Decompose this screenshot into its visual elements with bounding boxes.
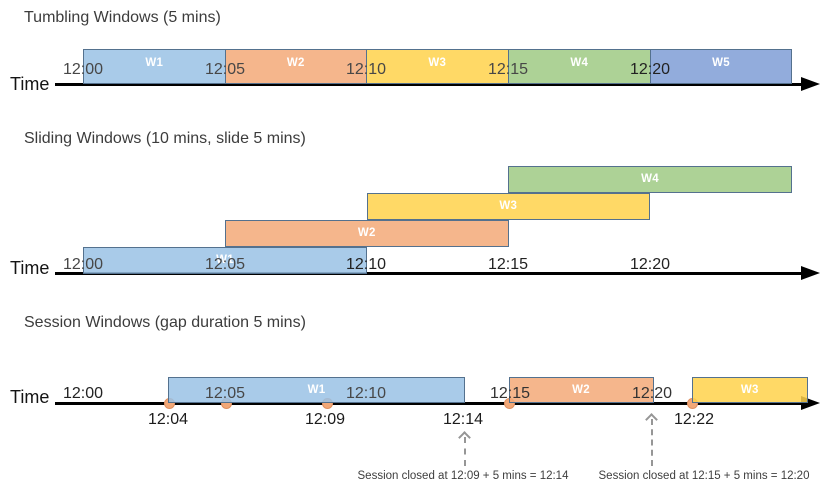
annotation-arrow — [464, 437, 466, 466]
time-axis-label: Time — [10, 258, 50, 278]
window-label: W2 — [286, 56, 305, 69]
time-axis-label: Time — [10, 74, 50, 94]
sliding-window-w2: W2 — [225, 220, 509, 247]
axis-tick: 12:10 — [345, 61, 387, 78]
event-time-label: 12:14 — [442, 411, 484, 428]
window-label: W1 — [307, 383, 326, 396]
axis-arrowhead-icon — [801, 266, 820, 280]
axis-tick: 12:10 — [345, 385, 387, 402]
window-label: W5 — [712, 56, 730, 69]
axis-tick: 12:05 — [204, 385, 246, 402]
window-label: W4 — [641, 173, 659, 186]
time-axis-line — [55, 401, 803, 405]
tumbling-window-w3: W3 — [366, 49, 509, 84]
tumbling-window-w1: W1 — [83, 49, 226, 84]
window-label: W1 — [145, 56, 164, 69]
sliding-window-w3: W3 — [366, 193, 650, 220]
axis-tick: 12:10 — [345, 256, 387, 273]
session-window-w2: W2 — [508, 376, 654, 403]
tumbling-window-w5: W5 — [650, 49, 792, 84]
annotation-arrowhead-icon — [458, 431, 471, 444]
window-label: W2 — [357, 227, 376, 240]
time-axis-label: Time — [10, 387, 50, 407]
annotation-arrowhead-icon — [645, 413, 658, 426]
axis-tick: 12:00 — [62, 256, 104, 273]
annotation-arrow — [651, 419, 653, 466]
axis-tick: 12:15 — [487, 256, 529, 273]
session-window-w3: W3 — [692, 376, 808, 403]
session-section-title: Session Windows (gap duration 5 mins) — [24, 314, 306, 331]
axis-tick: 12:00 — [62, 61, 104, 78]
axis-tick: 12:20 — [629, 256, 671, 273]
time-axis-line — [55, 83, 803, 86]
axis-arrowhead-icon — [801, 77, 820, 91]
sliding-window-w1: W1 — [83, 247, 367, 274]
sliding-window-w4: W4 — [508, 166, 792, 193]
tumbling-section-title: Tumbling Windows (5 mins) — [24, 9, 221, 26]
window-label: W3 — [740, 383, 759, 396]
session-closed-annotation: Session closed at 12:09 + 5 mins = 12:14 — [357, 470, 569, 482]
axis-tick: 12:20 — [629, 61, 671, 78]
time-axis-line — [55, 271, 803, 275]
window-label: W1 — [216, 254, 234, 267]
session-closed-annotation: Session closed at 12:15 + 5 mins = 12:20 — [598, 470, 810, 482]
axis-tick: 12:15 — [489, 385, 531, 402]
axis-tick: 12:20 — [631, 385, 673, 402]
event-time-label: 12:04 — [147, 411, 189, 428]
window-label: W2 — [572, 383, 590, 396]
axis-tick: 12:15 — [487, 61, 529, 78]
window-label: W3 — [428, 56, 447, 69]
sliding-section-title: Sliding Windows (10 mins, slide 5 mins) — [24, 130, 306, 147]
tumbling-window-w2: W2 — [225, 49, 367, 84]
window-label: W3 — [499, 200, 518, 213]
event-time-label: 12:09 — [304, 411, 346, 428]
axis-tick: 12:00 — [62, 385, 104, 402]
axis-tick: 12:05 — [204, 256, 246, 273]
axis-tick: 12:05 — [204, 61, 246, 78]
event-time-label: 12:22 — [673, 411, 715, 428]
window-label: W4 — [570, 56, 589, 69]
session-window-w1: W1 — [168, 376, 465, 403]
